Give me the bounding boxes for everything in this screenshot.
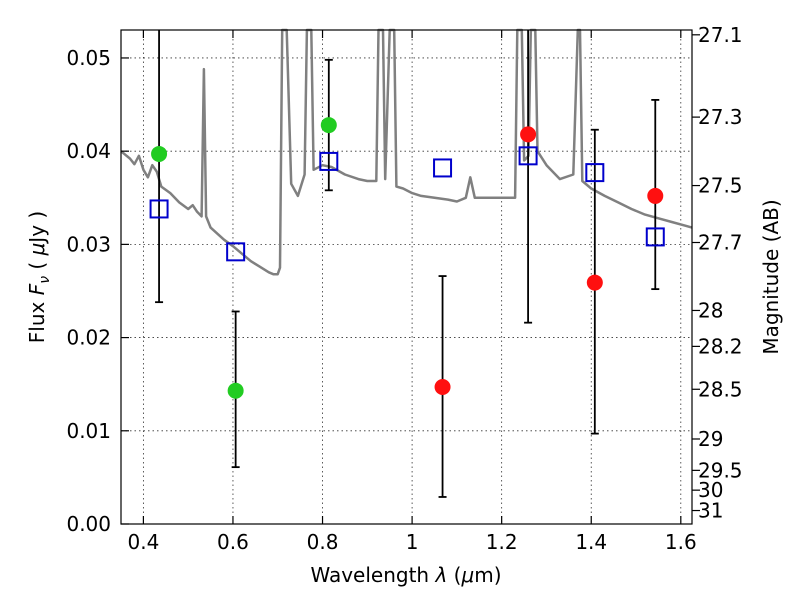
y2-tick-label: 27.7 (698, 231, 743, 255)
y2-axis-label: Magnitude (AB) (759, 199, 783, 354)
y-tick-label: 0.00 (66, 512, 111, 536)
y-tick-label: 0.04 (66, 139, 111, 163)
x-tick-label: 1 (406, 530, 419, 554)
observed-point (320, 117, 337, 134)
model-points (149, 146, 665, 262)
x-tick-label: 0.4 (127, 530, 159, 554)
spectrum-layer (120, 28, 693, 276)
y-tick-label: 0.01 (66, 419, 111, 443)
observed-point (520, 126, 537, 143)
y2-tick-label: 31 (698, 499, 723, 523)
y2-tick-label: 27.1 (698, 23, 743, 47)
y2-tick-label: 27.5 (698, 174, 743, 198)
model-point (149, 199, 169, 219)
observed-points (151, 117, 664, 399)
model-point (645, 227, 665, 247)
x-tick-label: 1.2 (486, 530, 518, 554)
observed-point (227, 382, 244, 399)
model-point (226, 242, 246, 262)
y2-tick-label: 30 (698, 478, 723, 502)
x-tick-label: 1.4 (575, 530, 607, 554)
model-point (433, 158, 453, 178)
plot-frame (120, 29, 693, 525)
error-bars (155, 30, 660, 498)
y-tick-label: 0.03 (66, 232, 111, 256)
x-tick-label: 0.6 (217, 530, 249, 554)
x-tick-label: 1.6 (665, 530, 697, 554)
y2-tick-label: 28.5 (698, 377, 743, 401)
y-tick-label: 0.02 (66, 326, 111, 350)
grid (121, 30, 692, 525)
tick-labels: 0.4 0.6 0.8 1 1.2 1.4 1.6 0.00 0.01 0.02 0.03 0.04 0… (66, 23, 742, 554)
ticks (121, 30, 700, 525)
y2-tick-label: 27.3 (698, 105, 743, 129)
observed-point (151, 145, 168, 162)
observed-point (434, 378, 451, 395)
x-axis-label: Wavelength λ (μm) (310, 563, 501, 587)
y-tick-label: 0.05 (66, 46, 111, 70)
y2-tick-label: 29.5 (698, 458, 743, 482)
y2-tick-label: 28 (698, 298, 723, 322)
spectrum-line (120, 28, 693, 276)
y2-tick-label: 28.2 (698, 334, 743, 358)
model-point (585, 163, 605, 183)
x-tick-label: 0.8 (307, 530, 339, 554)
observed-point (647, 187, 664, 204)
y2-tick-label: 29 (698, 427, 723, 451)
model-point (518, 146, 538, 166)
model-point (319, 151, 339, 171)
observed-point (586, 274, 603, 291)
y-axis-label: Flux Fν ( μJy ) (25, 211, 53, 343)
